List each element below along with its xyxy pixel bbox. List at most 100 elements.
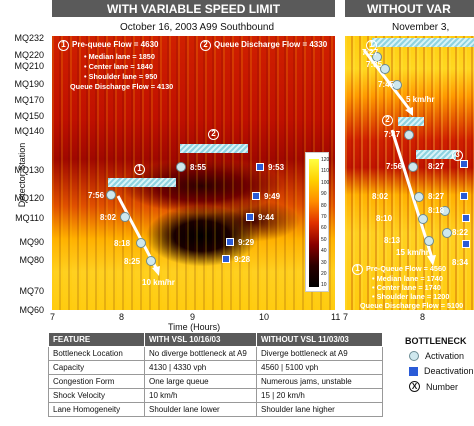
right-median-lane: • Median lane = 1740 (372, 274, 443, 283)
x-tick: 8 (119, 312, 125, 322)
x-tick: 8 (420, 312, 426, 322)
right-heatmap (345, 36, 474, 310)
right-bottleneck-bar-3 (416, 150, 456, 159)
table-cell: 4130 | 4330 vph (144, 360, 257, 375)
pre-queue-flow-text: Pre-queue Flow = 4630 (72, 40, 159, 49)
table-header-row: FEATURE WITH VSL 10/16/03 WITHOUT VSL 11… (48, 332, 383, 347)
shock-speed-left: 10 km/hr (142, 278, 175, 287)
time-label: 8:22 (452, 228, 469, 237)
center-lane-text: • Center lane = 1840 (84, 62, 153, 71)
y-tick-label: MQ210 (14, 61, 44, 71)
x-tick: 11 (331, 312, 341, 322)
x-tick: 9 (190, 312, 196, 322)
y-tick-label: MQ90 (19, 237, 44, 247)
activation-dot (120, 212, 130, 222)
time-label: 8:27 (428, 192, 445, 201)
time-label: 8:02 (100, 213, 117, 222)
time-label: 8:34 (452, 258, 469, 267)
right-queue-discharge: Queue Discharge Flow = 5100 (360, 301, 464, 310)
activation-dot (418, 214, 428, 224)
right-panel-header: WITHOUT VAR (345, 0, 474, 17)
time-label: 8:13 (384, 236, 401, 245)
right-marker-3: 3 (452, 150, 466, 161)
right-flow-annotation: 1 Pre-Queue Flow = 4560 (352, 264, 446, 275)
bar-marker-2-num: 2 (208, 129, 219, 140)
bar-marker-1-num: 1 (134, 164, 145, 175)
colorbar-tick: 30 (321, 259, 327, 266)
right-marker-3-num: 3 (452, 150, 463, 161)
colorbar-tick: 10 (321, 282, 327, 289)
activation-dot (380, 64, 390, 74)
time-label: 7:35 (366, 60, 383, 69)
colorbar-tick: 110 (321, 168, 329, 175)
time-label: 8:55 (190, 163, 207, 172)
activation-dot (414, 192, 424, 202)
left-panel-header: WITH VARIABLE SPEED LIMIT (52, 0, 335, 17)
annotation-flow-1: 1 Pre-queue Flow = 4630 (58, 40, 158, 51)
right-shoulder-lane: • Shoulder lane = 1200 (372, 292, 450, 301)
table-cell: Congestion Form (48, 374, 145, 389)
time-label: 7:56 (386, 162, 403, 171)
time-label: 8:18 (428, 206, 445, 215)
table-cell: Shoulder lane lower (144, 402, 257, 417)
legend-activation: Activation (405, 351, 474, 361)
table-cell: Capacity (48, 360, 145, 375)
right-flow-marker: 1 (352, 264, 363, 275)
bottleneck-legend: BOTTLENECK Activation Deactivation X Num… (405, 336, 474, 392)
table-header: WITH VSL 10/16/03 (144, 332, 257, 347)
deactivation-square (252, 192, 260, 200)
marker-number-1: 1 (58, 40, 69, 51)
median-lane-text: • Median lane = 1850 (84, 52, 155, 61)
table-header: WITHOUT VSL 11/03/03 (256, 332, 383, 347)
time-label: 7:45 (378, 80, 395, 89)
right-shock-speed: 5 km/hr (406, 95, 435, 104)
y-tick-label: MQ232 (14, 33, 44, 43)
x-tick: 10 (259, 312, 270, 322)
x-tick: 7 (50, 312, 56, 322)
y-tick-label: MQ190 (14, 79, 44, 89)
table-cell: Shock Velocity (48, 388, 145, 403)
time-label: 8:02 (372, 192, 389, 201)
time-label: 8:27 (428, 162, 445, 171)
activation-dot (442, 228, 452, 238)
right-pre-queue-flow: Pre-Queue Flow = 4560 (366, 264, 447, 273)
deactivation-square (462, 240, 470, 248)
deactivation-square (222, 255, 230, 263)
annotation-flow-2: 2 Queue Discharge Flow = 4330 (200, 40, 327, 51)
activation-dot (440, 206, 450, 216)
time-label: 8:10 (376, 214, 393, 223)
time-label: 9:29 (238, 238, 255, 247)
deactivation-square (460, 192, 468, 200)
time-label: 8:18 (114, 239, 131, 248)
right-bottleneck-bar-1 (372, 38, 474, 47)
x-axis-title: Time (Hours) (168, 322, 221, 332)
time-label: 9:44 (258, 213, 275, 222)
left-panel-subtitle: October 16, 2003 A99 Southbound (120, 22, 275, 33)
time-label: 7:56 (88, 191, 105, 200)
activation-dot (404, 130, 414, 140)
colorbar-tick: 70 (321, 214, 327, 220)
table-cell: Numerous jams, unstable (256, 374, 383, 389)
table-row: Shock Velocity 10 km/h 15 | 20 km/h (48, 388, 383, 403)
activation-dot (146, 256, 156, 266)
table-cell: 15 | 20 km/h (256, 388, 383, 403)
colorbar-tick: 50 (321, 236, 327, 243)
time-label: 8:25 (124, 257, 141, 266)
colorbar-gradient (309, 159, 319, 287)
table-cell: Shoulder lane higher (256, 402, 383, 417)
right-marker-1: 1 (366, 40, 380, 51)
right-shock-speed-2: 15 km/hr (396, 248, 429, 257)
right-bottleneck-bar-2 (398, 117, 424, 126)
shoulder-lane-text: • Shoulder lane = 950 (84, 72, 158, 81)
queue-discharge-flow-2-text: Queue Discharge Flow = 4330 (214, 40, 328, 49)
y-tick-label: MQ150 (14, 111, 44, 121)
legend-deactivation-label: Deactivation (424, 366, 474, 376)
bar-marker-1: 1 (134, 163, 148, 175)
time-label: 7:47 (384, 130, 401, 139)
x-tick: 7 (343, 312, 349, 322)
deactivation-square (462, 214, 470, 222)
table-cell: 10 km/h (144, 388, 257, 403)
colorbar-tick: 40 (321, 248, 327, 255)
table-cell: Diverge bottleneck at A9 (256, 346, 383, 361)
colorbar-tick: 80 (321, 202, 327, 209)
